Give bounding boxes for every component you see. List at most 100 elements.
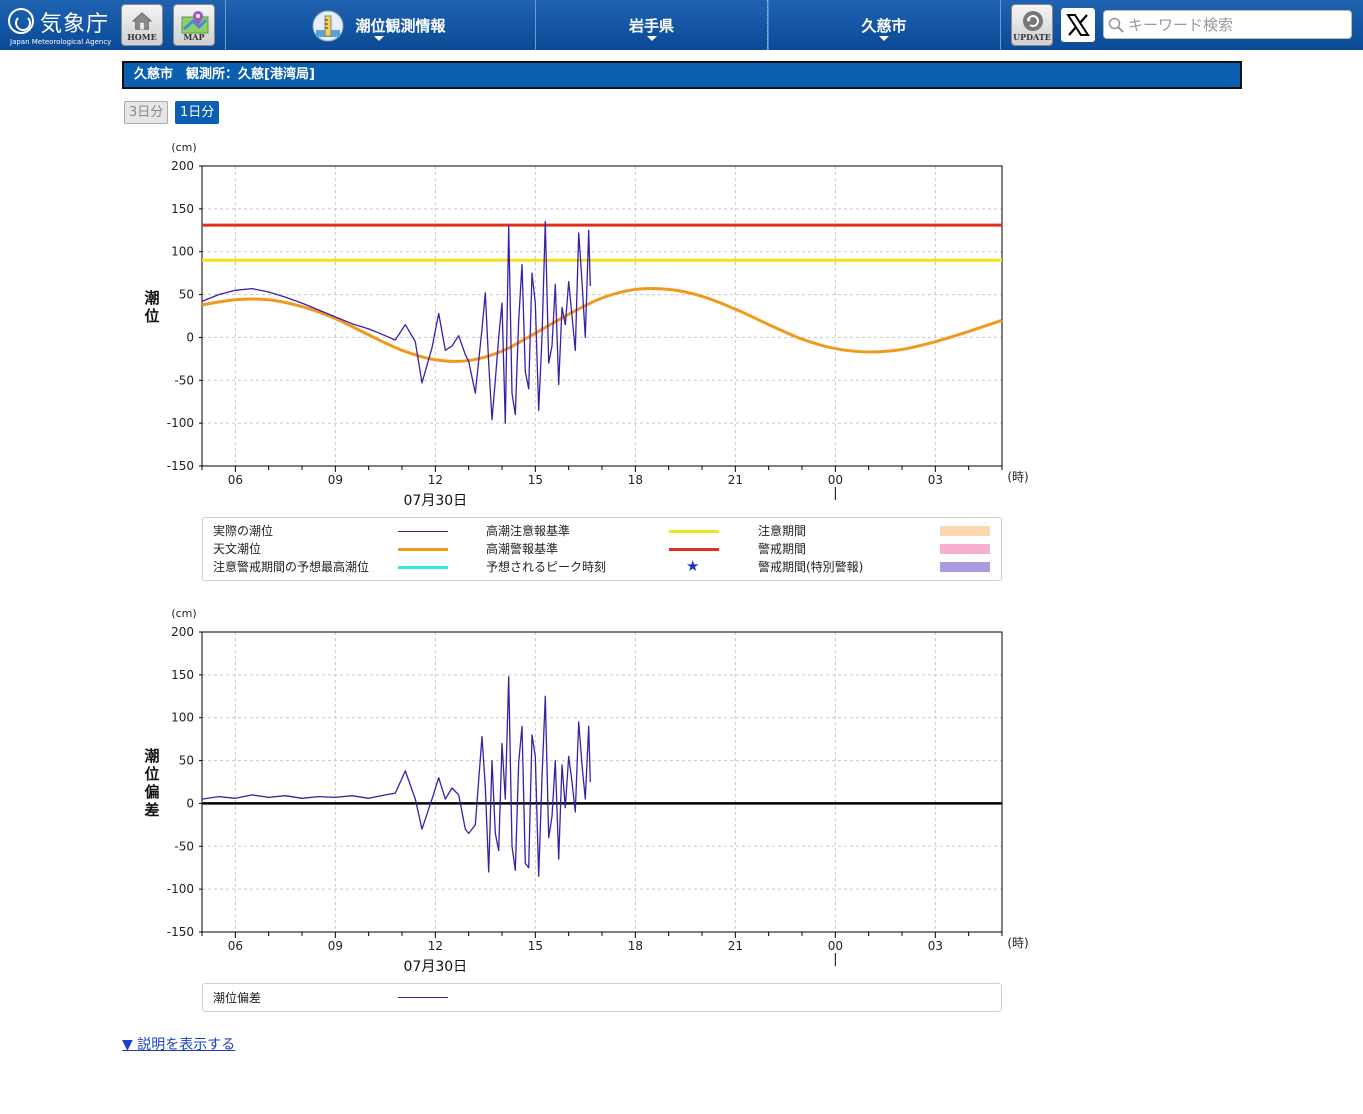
nav-prefecture[interactable]: 岩手県 (536, 0, 767, 50)
y-tick-label: -150 (167, 459, 194, 473)
x-tick-label: 09 (328, 939, 343, 953)
search-icon (1108, 17, 1124, 33)
y-axis-title-char: 位 (144, 765, 159, 783)
plot-frame (201, 165, 1003, 467)
x-tick-label: 12 (428, 939, 443, 953)
nav-divider (225, 0, 226, 50)
legend-line-observed (398, 531, 448, 532)
nav-city[interactable]: 久慈市 (768, 0, 1000, 50)
y-tick-label: -50 (174, 373, 194, 387)
y-axis-title-char: 差 (144, 801, 159, 819)
map-label: MAP (183, 32, 205, 42)
x-tick-label: 00 (828, 939, 843, 953)
legend-label: 実際の潮位 (213, 524, 274, 538)
y-axis-title-char: 潮 (144, 747, 159, 765)
nav-prefecture-label: 岩手県 (628, 17, 674, 35)
y-tick-label: 150 (171, 668, 194, 682)
legend-line-anomaly (398, 997, 448, 998)
legend-label: 注意警戒期間の予想最高潮位 (213, 560, 370, 574)
x-tick-label: 06 (228, 939, 243, 953)
nav-divider (535, 0, 536, 50)
x-tick-label: 15 (528, 939, 543, 953)
y-tick-label: 100 (171, 711, 194, 725)
chevron-down-icon (646, 36, 657, 41)
top-navigation-bar: 気象庁 Japan Meteorological Agency HOME MAP… (0, 0, 1363, 50)
keyword-search[interactable] (1103, 10, 1352, 39)
x-logo-icon (1066, 14, 1090, 36)
tide-anomaly-chart: 200 150 100 50 0 -50 -100 -150 06 09 12 15 18 21 00 03 (… (144, 607, 1028, 975)
date-label: 07月30日 (404, 493, 468, 509)
nav-divider (1000, 0, 1001, 50)
plot-frame (201, 631, 1003, 933)
tide-gauge-icon (312, 10, 344, 42)
legend-label: 潮位偏差 (213, 991, 262, 1005)
search-input[interactable] (1126, 13, 1350, 37)
update-button[interactable]: UPDATE (1011, 4, 1053, 46)
x-social-button[interactable] (1061, 8, 1095, 42)
y-tick-label: -150 (167, 925, 194, 939)
tab-3-days[interactable]: 3日分 (124, 101, 169, 124)
y-tick-label: 100 (171, 245, 194, 259)
legend-label: 天文潮位 (213, 542, 262, 556)
y-tick-label: -100 (167, 416, 194, 430)
legend-label: 高潮注意報基準 (486, 524, 571, 538)
legend-line-peak-max (398, 566, 448, 569)
y-tick-label: 0 (186, 796, 194, 810)
nav-tide-info[interactable]: 潮位観測情報 (226, 0, 535, 50)
legend-line-astronomical (398, 548, 448, 551)
legend-line-advisory (669, 530, 719, 533)
y-tick-label: 150 (171, 202, 194, 216)
legend-label: 予想されるピーク時刻 (486, 560, 607, 574)
logo-text: 気象庁 (40, 12, 110, 37)
tide-level-legend: 実際の潮位 高潮注意報基準 注意期間 天文潮位 高潮警報基準 警戒期間 注意警戒… (202, 517, 1002, 581)
series-astronomical-tide (201, 286, 1003, 363)
legend-line-warning (669, 548, 719, 551)
legend-box-special-period (940, 562, 990, 572)
y-axis-title-char: 潮 (144, 289, 159, 307)
legend-label: 警戒期間 (758, 542, 807, 556)
y-unit-label: (cm) (171, 607, 196, 620)
x-tick-label: 09 (328, 473, 343, 487)
nav-divider (767, 0, 769, 50)
y-axis-title-char: 偏 (144, 783, 159, 801)
refresh-icon (1023, 11, 1043, 31)
map-pin-icon (181, 11, 209, 34)
nav-city-label: 久慈市 (861, 17, 907, 35)
y-unit-label: (cm) (171, 141, 196, 154)
x-tick-label: 21 (728, 939, 743, 953)
date-label: 07月30日 (404, 959, 468, 975)
x-tick-label: 00 (828, 473, 843, 487)
nav-tide-info-label: 潮位観測情報 (355, 17, 446, 35)
y-tick-label: 0 (186, 330, 194, 344)
show-explanation-link[interactable]: ▼ 説明を表示する (122, 1037, 236, 1053)
y-tick-label: 200 (171, 159, 194, 173)
legend-box-warning-period (940, 544, 990, 554)
house-icon (132, 12, 152, 30)
legend-label: 高潮警報基準 (486, 542, 559, 556)
home-button[interactable]: HOME (121, 4, 163, 46)
map-button[interactable]: MAP (173, 4, 215, 46)
chevron-down-icon (879, 36, 889, 41)
x-unit-label: (時) (1007, 470, 1028, 484)
y-tick-label: 50 (179, 754, 194, 768)
tab-1-day[interactable]: 1日分 (175, 101, 220, 124)
x-tick-label: 12 (428, 473, 443, 487)
series-observed-tide (201, 221, 591, 424)
legend-label: 警戒期間(特別警報) (758, 560, 864, 574)
logo-en-text: Japan Meteorological Agency (10, 38, 112, 46)
tide-anomaly-legend: 潮位偏差 (202, 983, 1002, 1012)
legend-box-advisory-period (940, 526, 990, 536)
x-unit-label: (時) (1007, 936, 1028, 950)
page-title: 久慈市 観測所：久慈[港湾局] (122, 61, 1242, 89)
jma-logo[interactable]: 気象庁 Japan Meteorological Agency (6, 4, 116, 46)
x-tick-label: 03 (928, 473, 943, 487)
star-icon: ★ (686, 557, 700, 575)
legend-label: 注意期間 (758, 524, 807, 538)
y-tick-label: 200 (171, 625, 194, 639)
jma-logo-mark-icon (8, 8, 34, 34)
series-tide-anomaly (201, 675, 591, 877)
x-tick-label: 18 (628, 473, 643, 487)
x-tick-label: 03 (928, 939, 943, 953)
x-tick-label: 06 (228, 473, 243, 487)
x-tick-label: 21 (728, 473, 743, 487)
